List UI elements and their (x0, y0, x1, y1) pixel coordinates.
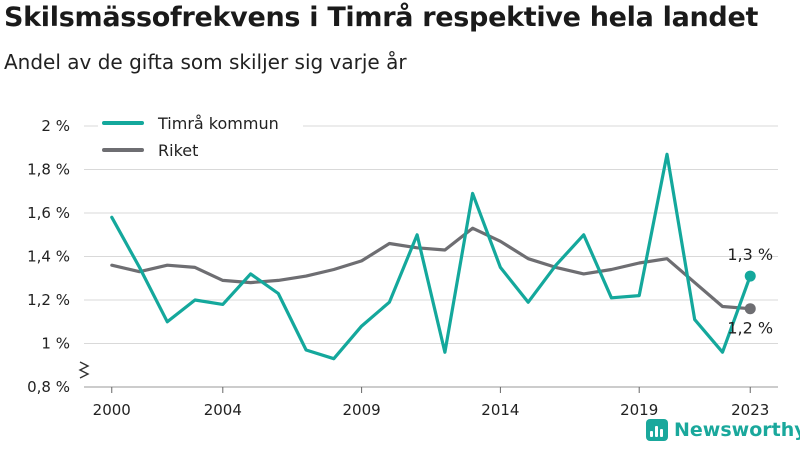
end-label: 1,3 % (727, 245, 773, 264)
y-tick-label: 0,8 % (27, 378, 70, 396)
series-end-point (744, 270, 756, 282)
series-line (110, 226, 752, 311)
x-tick-label: 2023 (731, 401, 769, 419)
y-tick-label: 1,8 % (27, 161, 70, 179)
y-tick-label: 1,6 % (27, 204, 70, 222)
newsworthy-logo-icon (646, 419, 668, 441)
brand-name: Newsworthy (674, 419, 800, 441)
x-tick-label: 2009 (343, 401, 381, 419)
series-line (110, 152, 752, 361)
end-label: 1,2 % (727, 319, 773, 338)
chart-title: Skilsmässofrekvens i Timrå respektive he… (4, 2, 759, 33)
y-tick-label: 1,4 % (27, 248, 70, 266)
x-tick-label: 2004 (204, 401, 242, 419)
y-tick-label: 2 % (41, 117, 70, 135)
legend-label: Timrå kommun (157, 114, 279, 133)
newsworthy-brand: Newsworthy (646, 419, 800, 441)
y-tick-label: 1,2 % (27, 291, 70, 309)
y-tick-label: 1 % (41, 335, 70, 353)
series-end-point (744, 303, 756, 315)
legend-label: Riket (158, 141, 198, 160)
chart-subtitle: Andel av de gifta som skiljer sig varje … (4, 50, 407, 74)
x-tick-label: 2019 (620, 401, 658, 419)
x-tick-label: 2000 (93, 401, 131, 419)
axis-break-icon (78, 361, 90, 379)
x-tick-label: 2014 (481, 401, 519, 419)
